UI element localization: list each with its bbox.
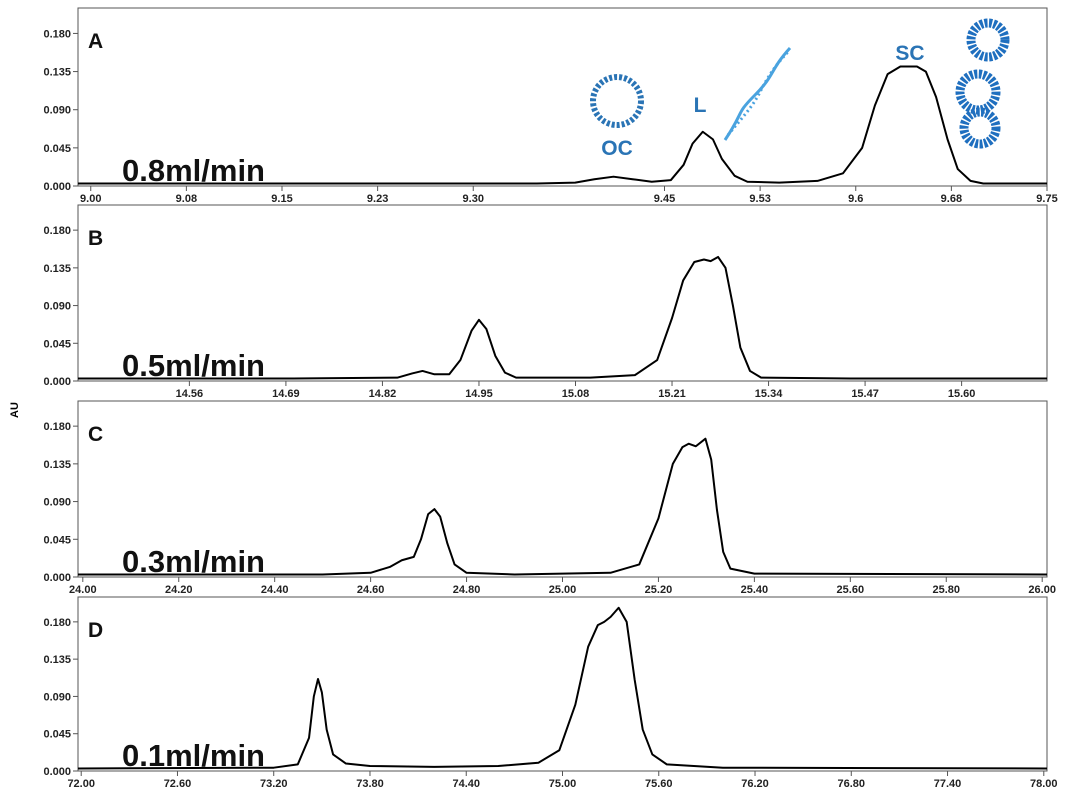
x-tick-label: 9.23 <box>367 193 388 205</box>
x-tick-label: 25.40 <box>741 584 769 596</box>
x-tick-label: 14.95 <box>465 388 493 400</box>
y-tick-label: 0.135 <box>43 654 71 666</box>
y-tick-label: 0.180 <box>43 617 71 629</box>
peak-annotation: L <box>694 94 707 117</box>
x-tick-label: 25.20 <box>645 584 673 596</box>
chromatogram-line <box>78 437 1048 576</box>
x-tick-label: 15.08 <box>562 388 590 400</box>
y-tick-label: 0.000 <box>43 376 71 388</box>
x-tick-label: 25.80 <box>932 584 960 596</box>
x-tick-label: 24.20 <box>165 584 193 596</box>
y-tick-label: 0.045 <box>43 729 71 741</box>
chromatogram-line <box>77 606 1048 770</box>
x-tick-label: 26.00 <box>1028 584 1056 596</box>
x-tick-label: 9.00 <box>80 193 101 205</box>
x-tick-label: 14.56 <box>176 388 204 400</box>
x-tick-label: 15.21 <box>658 388 686 400</box>
flow-rate-label: 0.3ml/min <box>122 544 265 579</box>
y-tick-label: 0.090 <box>43 691 71 703</box>
x-tick-label: 24.60 <box>357 584 385 596</box>
x-tick-label: 9.68 <box>941 193 962 205</box>
peak-annotation: OC <box>601 137 633 160</box>
y-tick-label: 0.180 <box>43 225 71 237</box>
y-tick-label: 0.090 <box>43 497 71 509</box>
x-tick-label: 24.80 <box>453 584 481 596</box>
y-tick-label: 0.180 <box>43 421 71 433</box>
y-axis-label: AU <box>9 402 21 418</box>
x-tick-label: 76.80 <box>838 778 866 790</box>
chromatogram-line <box>78 65 1047 185</box>
y-tick-label: 0.135 <box>43 263 71 275</box>
x-tick-label: 72.60 <box>164 778 192 790</box>
x-tick-label: 78.00 <box>1030 778 1058 790</box>
y-tick-label: 0.090 <box>43 301 71 313</box>
x-tick-label: 74.40 <box>452 778 480 790</box>
panel-label: B <box>88 227 103 250</box>
plot-frame <box>77 204 1048 382</box>
x-tick-label: 75.00 <box>549 778 577 790</box>
x-tick-label: 72.00 <box>67 778 95 790</box>
y-tick-label: 0.135 <box>43 459 71 471</box>
x-tick-label: 9.75 <box>1036 193 1057 205</box>
plot-frame <box>77 7 1048 187</box>
flow-rate-label: 0.1ml/min <box>122 738 265 773</box>
panel-label: D <box>88 619 103 642</box>
y-tick-label: 0.180 <box>43 28 71 40</box>
x-tick-label: 9.45 <box>654 193 675 205</box>
linear-dna-icon <box>723 46 792 141</box>
x-tick-label: 9.53 <box>749 193 770 205</box>
flow-rate-label: 0.5ml/min <box>122 348 265 383</box>
x-tick-label: 14.82 <box>369 388 397 400</box>
x-tick-label: 73.80 <box>356 778 384 790</box>
x-tick-label: 15.60 <box>948 388 976 400</box>
x-tick-label: 15.34 <box>755 388 783 400</box>
flow-rate-label: 0.8ml/min <box>122 153 265 188</box>
y-tick-label: 0.135 <box>43 67 71 79</box>
x-tick-label: 73.20 <box>260 778 288 790</box>
chromatogram-line <box>78 255 1047 380</box>
x-tick-label: 14.69 <box>272 388 300 400</box>
x-tick-label: 15.47 <box>851 388 879 400</box>
panel-label: A <box>88 30 103 53</box>
y-tick-label: 0.045 <box>43 338 71 350</box>
y-tick-label: 0.000 <box>43 766 71 778</box>
x-tick-label: 25.60 <box>837 584 865 596</box>
x-tick-label: 9.6 <box>848 193 863 205</box>
y-tick-label: 0.000 <box>43 181 71 193</box>
y-tick-label: 0.000 <box>43 572 71 584</box>
y-tick-label: 0.090 <box>43 105 71 117</box>
y-tick-label: 0.045 <box>43 534 71 546</box>
x-tick-label: 9.30 <box>463 193 484 205</box>
x-tick-label: 77.40 <box>934 778 962 790</box>
x-tick-label: 76.20 <box>741 778 769 790</box>
oc-icon <box>590 74 644 128</box>
x-tick-label: 9.15 <box>271 193 292 205</box>
y-tick-label: 0.045 <box>43 143 71 155</box>
x-tick-label: 9.08 <box>176 193 197 205</box>
peak-annotation: SC <box>895 42 924 65</box>
sc-icon <box>955 18 1010 149</box>
x-tick-label: 24.00 <box>69 584 97 596</box>
x-tick-label: 25.00 <box>549 584 577 596</box>
x-tick-label: 75.60 <box>645 778 673 790</box>
panel-label: C <box>88 423 103 446</box>
x-tick-label: 24.40 <box>261 584 289 596</box>
